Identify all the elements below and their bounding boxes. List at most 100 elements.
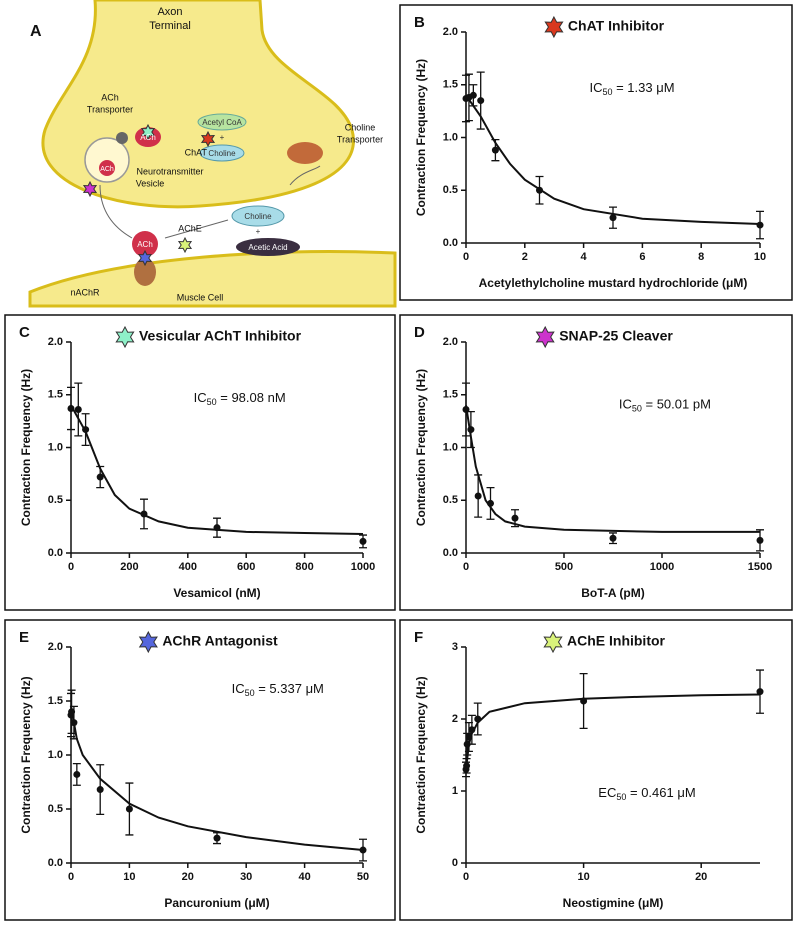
x-tick-label: 10 [577, 871, 589, 883]
x-tick-label: 10 [123, 871, 135, 883]
data-point [491, 146, 499, 154]
annotation-prefix: EC [598, 785, 616, 800]
data-point [467, 426, 475, 434]
y-tick-label: 1.0 [443, 441, 458, 453]
diagram: A Axon Terminal ACh Transporter ACh Acet… [28, 0, 397, 308]
annotation-subscript: 50 [632, 404, 642, 414]
data-point [465, 733, 473, 741]
annotation-suffix: = 98.08 nM [217, 390, 286, 405]
x-axis-label: Vesamicol (nM) [173, 586, 260, 600]
ach-molecule [99, 160, 115, 176]
label: ACh [100, 166, 114, 173]
y-tick-label: 2 [452, 713, 458, 725]
data-point [477, 97, 485, 105]
chart-title: ChAT Inhibitor [568, 18, 665, 34]
y-axis-label: Contraction Frequency (Hz) [414, 369, 428, 526]
y-tick-label: 1.5 [48, 695, 63, 707]
y-tick-label: 0.5 [443, 184, 458, 196]
data-point [474, 715, 482, 723]
label: Neurotransmitter [136, 166, 203, 176]
muscle-cell [28, 250, 397, 308]
label: Acetyl CoA [202, 118, 242, 127]
data-point [213, 524, 221, 532]
data-point [96, 473, 104, 481]
data-point [756, 688, 764, 696]
data-point [609, 214, 617, 222]
label: Choline [208, 149, 236, 158]
x-tick-label: 20 [695, 871, 707, 883]
x-tick-label: 10 [754, 251, 766, 263]
label: Terminal [149, 20, 191, 32]
star-icon [177, 236, 193, 254]
panel-label: B [414, 14, 425, 31]
arrow [164, 219, 229, 239]
label: Transporter [337, 134, 383, 144]
annotation-suffix: = 0.461 μM [626, 785, 695, 800]
panel-frame [4, 619, 396, 921]
chart-title: AChE Inhibitor [567, 633, 666, 649]
data-point [359, 537, 367, 545]
label: ACh [137, 240, 153, 249]
x-tick-label: 20 [182, 871, 194, 883]
y-tick-label: 3 [452, 641, 458, 653]
panel-label: E [19, 629, 29, 646]
fit-curve [70, 706, 364, 851]
data-point [213, 834, 221, 842]
acetyl-coa [197, 113, 247, 131]
arrow [99, 184, 133, 239]
fit-curve [465, 94, 761, 225]
y-tick-label: 0.0 [443, 237, 458, 249]
x-tick-label: 4 [581, 251, 588, 263]
panel-label: D [414, 324, 425, 341]
data-point [756, 536, 764, 544]
x-tick-label: 0 [463, 251, 469, 263]
panel-frame [399, 314, 793, 611]
x-axis-label: Neostigmine (μM) [563, 896, 664, 910]
choline [231, 205, 285, 227]
label: + [220, 133, 225, 142]
data-point [125, 805, 133, 813]
data-point [82, 426, 90, 434]
label: AChE [178, 223, 202, 233]
data-point [74, 406, 82, 414]
y-axis-label: Contraction Frequency (Hz) [414, 676, 428, 833]
annotation-suffix: = 5.337 μM [255, 682, 324, 697]
arrow [289, 165, 321, 186]
star-icon [137, 249, 153, 267]
annotation: IC50 = 5.337 μM [232, 682, 324, 699]
y-tick-label: 0.5 [443, 494, 458, 506]
data-point [463, 762, 471, 770]
data-point [469, 91, 477, 99]
data-point [487, 499, 494, 507]
y-tick-label: 0.0 [48, 857, 63, 869]
data-point [359, 846, 367, 854]
y-tick-label: 1 [452, 785, 458, 797]
fit-curve [465, 405, 760, 533]
y-axis-label: Contraction Frequency (Hz) [19, 369, 33, 526]
fit-curve [465, 693, 761, 770]
panel-label: F [414, 629, 423, 646]
x-tick-label: 2 [522, 251, 528, 263]
annotation: IC50 = 50.01 pM [619, 397, 711, 414]
chart-title: SNAP-25 Cleaver [559, 328, 673, 344]
x-tick-label: 0 [68, 871, 74, 883]
acetic-acid [236, 238, 300, 256]
x-tick-label: 800 [295, 561, 313, 573]
x-tick-label: 30 [240, 871, 252, 883]
star-icon [543, 630, 563, 654]
x-tick-label: 6 [639, 251, 645, 263]
fit-curve [70, 404, 364, 535]
annotation: EC50 = 0.461 μM [598, 785, 695, 802]
transporter-shape [116, 132, 128, 144]
y-tick-label: 1.0 [443, 131, 458, 143]
y-tick-label: 0.0 [48, 547, 63, 559]
choline-transporter [287, 142, 323, 164]
panel-frame [4, 314, 396, 611]
receptor [134, 258, 156, 286]
data-point [609, 534, 617, 542]
annotation: IC50 = 98.08 nM [194, 390, 286, 407]
star-icon [138, 630, 158, 654]
x-tick-label: 1000 [351, 561, 375, 573]
data-point [468, 726, 476, 734]
y-tick-label: 0.5 [48, 494, 63, 506]
